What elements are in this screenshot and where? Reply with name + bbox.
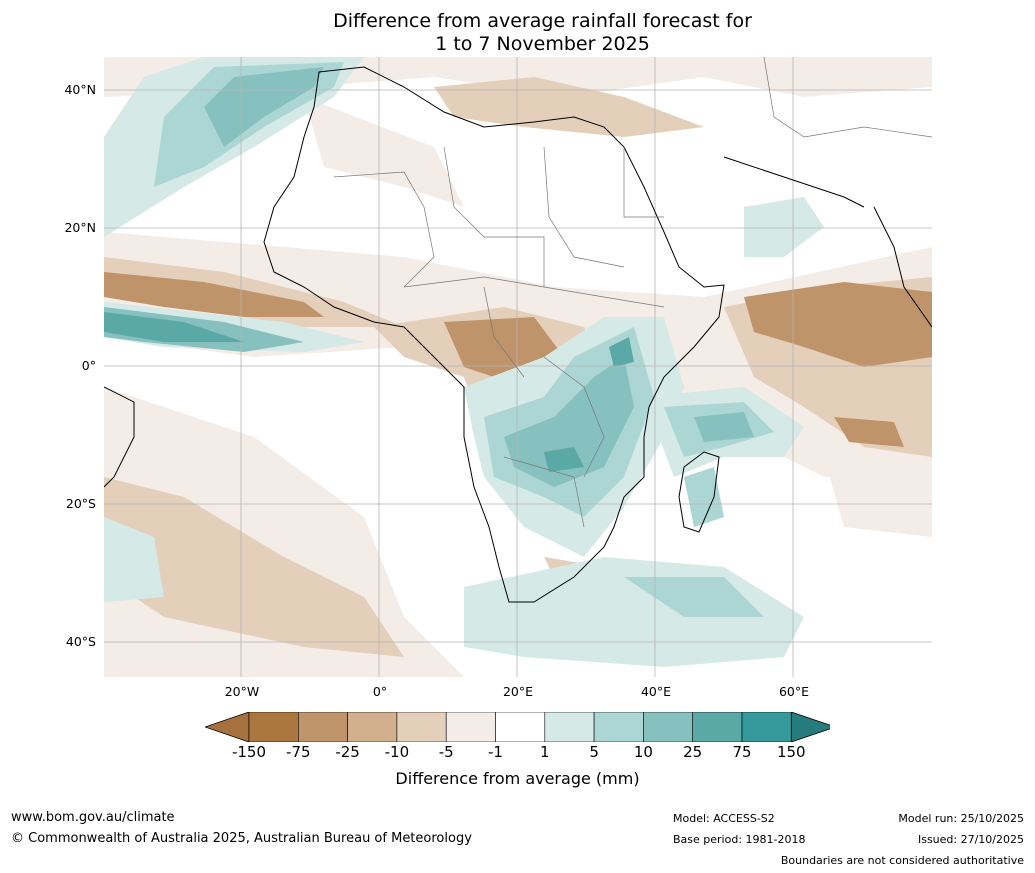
disclaimer-text: Boundaries are not considered authoritat… [780, 854, 1024, 867]
colorbar-cell [248, 712, 299, 742]
lon-label-20w: 20°W [224, 684, 260, 699]
colorbar-cell [643, 712, 693, 742]
issued-info: Issued: 27/10/2025 [917, 833, 1024, 846]
colorbar-extend-low [205, 712, 250, 742]
website-link[interactable]: www.bom.gov.au/climate [11, 810, 175, 825]
country-borders [333, 57, 932, 528]
colorbar-cell [495, 712, 546, 742]
colorbar-cell [347, 712, 398, 742]
colorbar-cell [298, 712, 348, 742]
model-run-info: Model run: 25/10/2025 [898, 812, 1024, 825]
colorbar-cell [544, 712, 595, 742]
colorbar-tick-label: 10 [633, 743, 653, 761]
colorbar-cell [445, 712, 496, 742]
title-line-2: 1 to 7 November 2025 [435, 33, 650, 55]
colorbar-cell [692, 712, 743, 742]
lon-label-20e: 20°E [502, 684, 534, 699]
colorbar-tick-label: -5 [438, 743, 454, 761]
title-line-1: Difference from average rainfall forecas… [333, 10, 752, 32]
lat-label-40n: 40°N [64, 82, 96, 97]
colorbar [205, 712, 830, 742]
colorbar-cell [396, 712, 447, 742]
anomaly-wet-heavy [104, 312, 634, 472]
map-title: Difference from average rainfall forecas… [0, 10, 1035, 56]
colorbar-extend-high [790, 712, 830, 742]
colorbar-tick-label: 150 [776, 743, 806, 761]
colorbar-tick-label: -150 [231, 743, 267, 761]
colorbar-tick-label: 1 [540, 743, 550, 761]
copyright-text: © Commonwealth of Australia 2025, Austra… [11, 831, 472, 846]
lon-label-40e: 40°E [640, 684, 672, 699]
lat-label-eq: 0° [81, 358, 96, 373]
colorbar-tick-label: -75 [286, 743, 311, 761]
colorbar-tick-label: -1 [488, 743, 503, 761]
graticule [104, 57, 932, 677]
colorbar-tick-label: -10 [384, 743, 410, 761]
base-period-info: Base period: 1981-2018 [673, 833, 806, 846]
colorbar-cell [593, 712, 644, 742]
model-info: Model: ACCESS-S2 [673, 812, 775, 825]
lat-label-20s: 20°S [65, 496, 96, 511]
coastline [104, 66, 932, 603]
map-canvas [104, 57, 932, 677]
colorbar-tick-label: 25 [683, 743, 703, 761]
colorbar-tick-label: 5 [589, 743, 599, 761]
lon-label-60e: 60°E [778, 684, 810, 699]
colorbar-tick-label: 75 [732, 743, 752, 761]
colorbar-title: Difference from average (mm) [395, 769, 640, 788]
lon-label-0: 0° [372, 684, 388, 699]
lat-label-40s: 40°S [65, 634, 96, 649]
rainfall-anomaly-map [104, 57, 932, 677]
colorbar-cell [741, 712, 792, 742]
colorbar-tick-label: -25 [335, 743, 360, 761]
lat-label-20n: 20°N [64, 220, 96, 235]
